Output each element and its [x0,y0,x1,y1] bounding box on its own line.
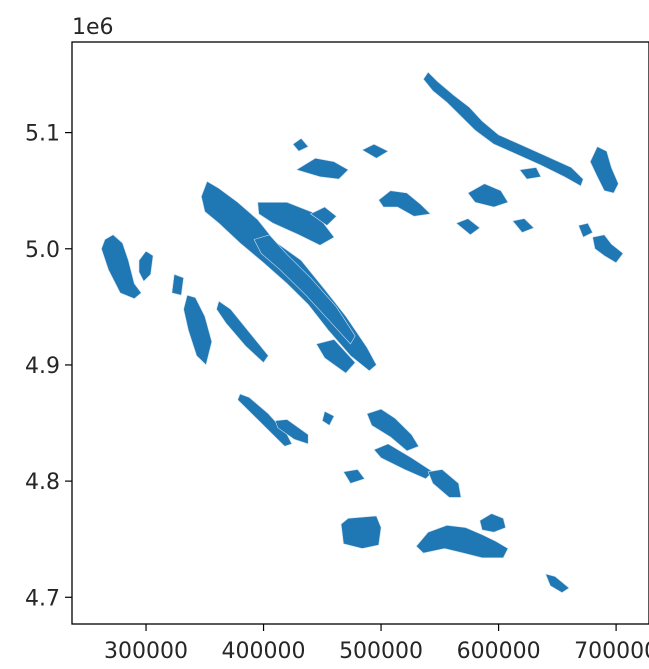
plot-frame [71,41,649,625]
polygon-zadar-hinterland [315,339,356,374]
polygon-lonjsko-polje [455,218,481,236]
polygon-konavle [545,573,570,593]
y-tick-label: 5.1 [25,122,60,147]
polygon-krka-area [366,408,420,452]
polygon-banija [378,190,432,217]
polygon-sava-east [578,222,594,238]
x-tick-label: 400000 [222,639,306,664]
polygon-sibenik-isl [321,410,335,426]
y-tick-label: 4.9 [25,354,60,379]
polygon-lika [253,234,356,345]
polygon-kozjak [373,443,434,480]
polygon-kordun [310,206,337,226]
polygon-vis [340,515,382,549]
polygon-zumberak [292,137,309,152]
polygon-vukovar [592,234,624,264]
polygon-pag [216,300,269,364]
polygon-zagreb-area [295,157,349,180]
polygon-dugi-otok [237,393,293,447]
y-offset-label: 1e6 [72,15,114,40]
polygon-papuk [467,183,509,208]
x-tick-label: 500000 [339,639,423,664]
y-tick-label: 5.0 [25,238,60,263]
polygon-istria-east [138,250,154,282]
polygon-krk [171,273,184,296]
y-tick-label: 4.7 [25,586,60,611]
polygon-drava [423,71,584,187]
y-axis: 4.7 4.8 4.9 5.0 5.1 [25,122,72,611]
polygon-mljet [415,524,509,559]
polygon-kopacki-rit [589,146,619,194]
x-axis: 300000 400000 500000 600000 700000 [104,624,649,664]
y-tick-label: 4.8 [25,470,60,495]
polygon-spacva [519,167,542,180]
polygon-cres [183,294,213,366]
polygon-istria [101,234,142,300]
polygon-slavonija-mid [512,218,535,233]
polygon-peljesac [479,513,506,533]
polygon-biokovo [427,469,462,498]
x-tick-label: 300000 [104,639,188,664]
polygon-gorski-kotar [257,202,335,246]
x-tick-label: 700000 [574,639,649,664]
polygon-split-islands [343,469,366,484]
polygon-kalnik [361,143,389,159]
x-tick-label: 600000 [457,639,541,664]
map-polygons [101,71,624,593]
polygon-kornati [274,419,309,445]
